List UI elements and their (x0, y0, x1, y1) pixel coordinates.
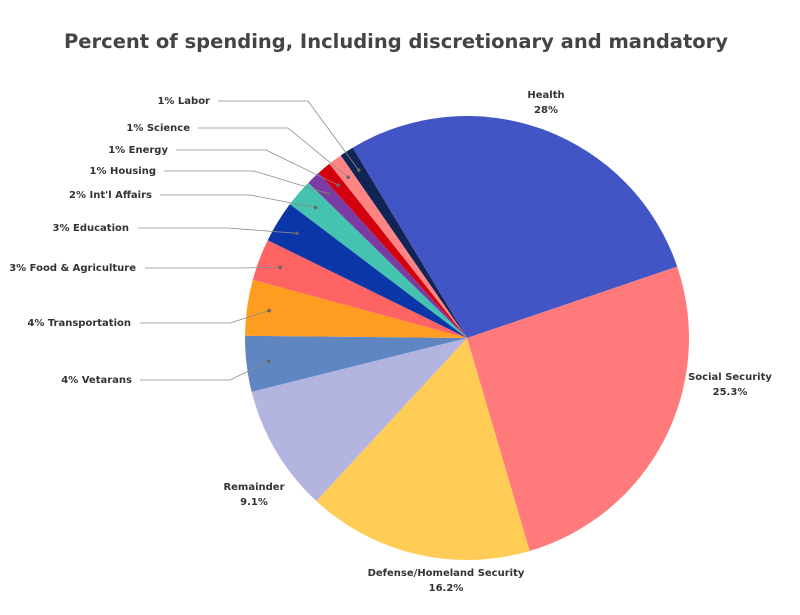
slice-labels: Health 28% Social Security 25.3% Defense/Hom… (9, 90, 772, 594)
pie-slice-transportation (245, 279, 467, 338)
leader-line-education (138, 227, 297, 234)
slice-name-remainder: Remainder (223, 482, 284, 493)
slice-label-transportation: 4% Transportation (27, 318, 131, 329)
slice-value-defense-homeland-security: 16.2% (429, 583, 464, 594)
pie-slice-food-agriculture (252, 240, 467, 338)
pie-slices (244, 115, 690, 560)
leader-dot-food-agriculture (278, 265, 282, 270)
leader-dot-transportation (267, 308, 271, 313)
chart-title: Percent of spending, Including discretio… (64, 30, 728, 53)
pie-slice-vetarans (244, 335, 467, 392)
leader-dot-education (295, 231, 299, 236)
leader-line-food-agriculture (145, 267, 281, 269)
pie-slice-science (329, 155, 467, 338)
slice-label-labor: 1% Labor (157, 96, 210, 107)
slice-label-vetarans: 4% Vetarans (61, 375, 132, 386)
slice-label-energy: 1% Energy (108, 145, 168, 156)
pie-slice-defense-homeland-security (316, 338, 530, 560)
pie-slice-social-security (467, 266, 690, 551)
leader-line-energy (176, 149, 339, 186)
leader-dot-science (346, 175, 351, 180)
slice-label-int-l-affairs: 2% Int'l Affairs (69, 190, 152, 201)
leader-line-housing (164, 170, 329, 195)
slice-value-remainder: 9.1% (240, 497, 268, 508)
leader-line-int-l-affairs (160, 194, 316, 208)
leader-dot-housing (327, 191, 331, 196)
pie-slice-housing (308, 172, 467, 338)
slice-label-housing: 1% Housing (90, 166, 156, 177)
leader-dot-labor (356, 168, 361, 172)
slice-label-education: 3% Education (53, 223, 129, 234)
leader-dot-vetarans (266, 359, 271, 364)
leader-line-science (198, 127, 349, 178)
slice-value-social-security: 25.3% (713, 387, 748, 398)
pie-slice-energy (318, 163, 467, 338)
slice-label-food-agriculture: 3% Food & Agriculture (9, 263, 136, 274)
slice-value-health: 28% (534, 105, 558, 116)
leader-line-labor (218, 100, 360, 171)
pie-slice-education (267, 204, 467, 338)
pie-slice-labor (340, 147, 467, 338)
pie-slice-remainder (251, 338, 467, 502)
leader-dot-energy (336, 183, 341, 187)
slice-label-science: 1% Science (126, 123, 190, 134)
leader-line-vetarans (140, 361, 269, 381)
leader-lines (138, 100, 361, 381)
leader-line-transportation (140, 310, 270, 324)
slice-name-social-security: Social Security (688, 372, 772, 383)
pie-slice-health (352, 115, 678, 338)
leader-dot-int-l-affairs (313, 205, 318, 210)
slice-name-defense-homeland-security: Defense/Homeland Security (368, 568, 525, 579)
slice-name-health: Health (527, 90, 564, 101)
pie-slice-int-l-affairs (289, 182, 467, 338)
